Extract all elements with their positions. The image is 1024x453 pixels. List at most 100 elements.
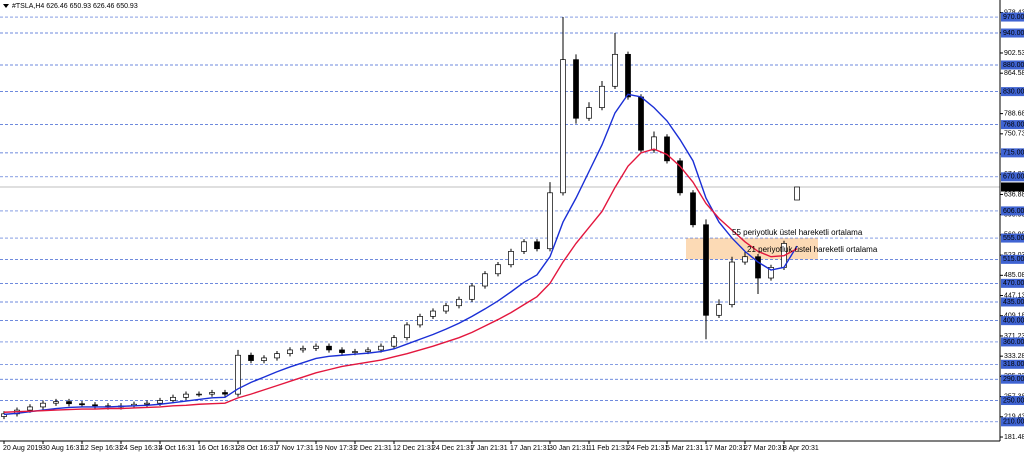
level-label: 515.00	[1003, 256, 1024, 263]
level-label: 970.00	[1003, 14, 1024, 21]
x-tick-label: 4 Oct 16:31	[159, 445, 195, 452]
x-tick-label: 2 Dec 21:31	[354, 445, 392, 452]
candle-body	[625, 53, 631, 98]
candle-body	[521, 241, 527, 252]
x-tick-label: 16 Oct 16:31	[198, 445, 238, 452]
level-label: 670.00	[1003, 174, 1024, 181]
candle-body	[716, 304, 722, 316]
level-label-bg	[1001, 233, 1024, 243]
x-tick-label: 12 Dec 21:31	[393, 445, 435, 452]
candle-body	[456, 298, 462, 307]
y-tick-label: 902.53	[1004, 50, 1024, 57]
candle-body	[248, 354, 254, 361]
x-tick-label: 17 Jan 21:31	[510, 445, 551, 452]
moving-average	[3, 93, 798, 416]
candle-body	[391, 337, 397, 347]
candle-body	[703, 224, 709, 316]
candle-body	[196, 393, 202, 396]
candle-body	[209, 392, 215, 395]
y-tick-label: 447.13	[1004, 292, 1024, 299]
candle-body	[469, 285, 475, 300]
candle-body	[677, 160, 683, 194]
candle-body	[404, 324, 410, 339]
chart-title: #TSLA,H4 626.46 650.93 626.46 650.93	[12, 3, 138, 10]
level-label-bg	[1001, 254, 1024, 264]
candle-body	[690, 192, 696, 226]
y-tick-label: 181.48	[1004, 434, 1024, 441]
y-tick-label: 750.73	[1004, 131, 1024, 138]
level-label: 555.00	[1003, 235, 1024, 242]
candle-body	[222, 392, 228, 395]
level-label: 435.00	[1003, 299, 1024, 306]
level-label-bg	[1001, 297, 1024, 307]
level-label: 210.00	[1003, 419, 1024, 426]
candle-body	[612, 53, 618, 87]
candle-body	[534, 241, 540, 250]
x-tick-label: 17 Mar 20:31	[705, 445, 746, 452]
y-tick-label: 788.68	[1004, 110, 1024, 117]
level-label-bg	[1001, 278, 1024, 288]
x-tick-label: 19 Nov 17:31	[315, 445, 357, 452]
candle-body	[586, 107, 592, 119]
annotation: 21 periyotluk üstel hareketli ortalama	[747, 245, 878, 254]
y-tick-label: 219.43	[1004, 414, 1024, 421]
candle-body	[729, 261, 735, 306]
level-label-bg	[1001, 120, 1024, 130]
candle-body	[547, 192, 553, 250]
menu-triangle[interactable]	[3, 4, 9, 8]
level-label-bg	[1001, 396, 1024, 406]
level-label: 940.00	[1003, 30, 1024, 37]
candle-body	[430, 310, 436, 317]
candle-body	[66, 401, 72, 405]
x-tick-label: 7 Nov 17:31	[276, 445, 314, 452]
candle-body	[235, 354, 241, 395]
level-label: 400.00	[1003, 317, 1024, 324]
candle-body	[482, 273, 488, 287]
annotation: 55 periyotluk üstel hareketli ortalama	[732, 228, 863, 237]
level-label: 715.00	[1003, 150, 1024, 157]
x-tick-label: 20 Aug 2019	[3, 445, 42, 452]
candle-body	[742, 256, 748, 263]
moving-average	[3, 148, 798, 413]
candle-body	[92, 404, 98, 407]
y-tick-label: 485.08	[1004, 272, 1024, 279]
candle-body	[274, 353, 280, 359]
candle-body	[339, 349, 345, 353]
current-price-bg	[1001, 182, 1024, 192]
level-label: 290.00	[1003, 376, 1024, 383]
candle-body	[144, 402, 150, 405]
level-label: 880.00	[1003, 62, 1024, 69]
candle-body	[326, 345, 332, 351]
x-tick-label: 30 Aug 16:31	[42, 445, 83, 452]
candle-body	[287, 349, 293, 355]
candle-body	[170, 396, 176, 401]
candle-body	[183, 393, 189, 398]
x-tick-label: 12 Sep 16:31	[81, 445, 123, 452]
candle-body	[300, 347, 306, 351]
candle-body	[378, 345, 384, 351]
candle-body	[352, 351, 358, 353]
level-label: 470.00	[1003, 280, 1024, 287]
y-tick-label: 864.58	[1004, 70, 1024, 77]
x-tick-label: 8 Apr 20:31	[783, 445, 819, 452]
candle-body	[664, 136, 670, 162]
x-tick-label: 11 Feb 21:31	[588, 445, 629, 452]
level-label-bg	[1001, 359, 1024, 369]
x-tick-label: 24 Sep 16:31	[120, 445, 162, 452]
level-label-bg	[1001, 172, 1024, 182]
candle-body	[417, 316, 423, 326]
candle-body	[365, 349, 371, 352]
candle-body	[40, 402, 46, 408]
level-label-bg	[1001, 60, 1024, 70]
x-tick-label: 5 Mar 21:31	[666, 445, 703, 452]
level-label-bg	[1001, 374, 1024, 384]
candle-body	[768, 267, 774, 279]
candle-body	[443, 305, 449, 312]
level-label-bg	[1001, 206, 1024, 216]
candle-body	[794, 186, 800, 201]
candle-body	[53, 401, 59, 404]
candle-body	[508, 251, 514, 266]
x-tick-label: 30 Jan 21:31	[549, 445, 590, 452]
